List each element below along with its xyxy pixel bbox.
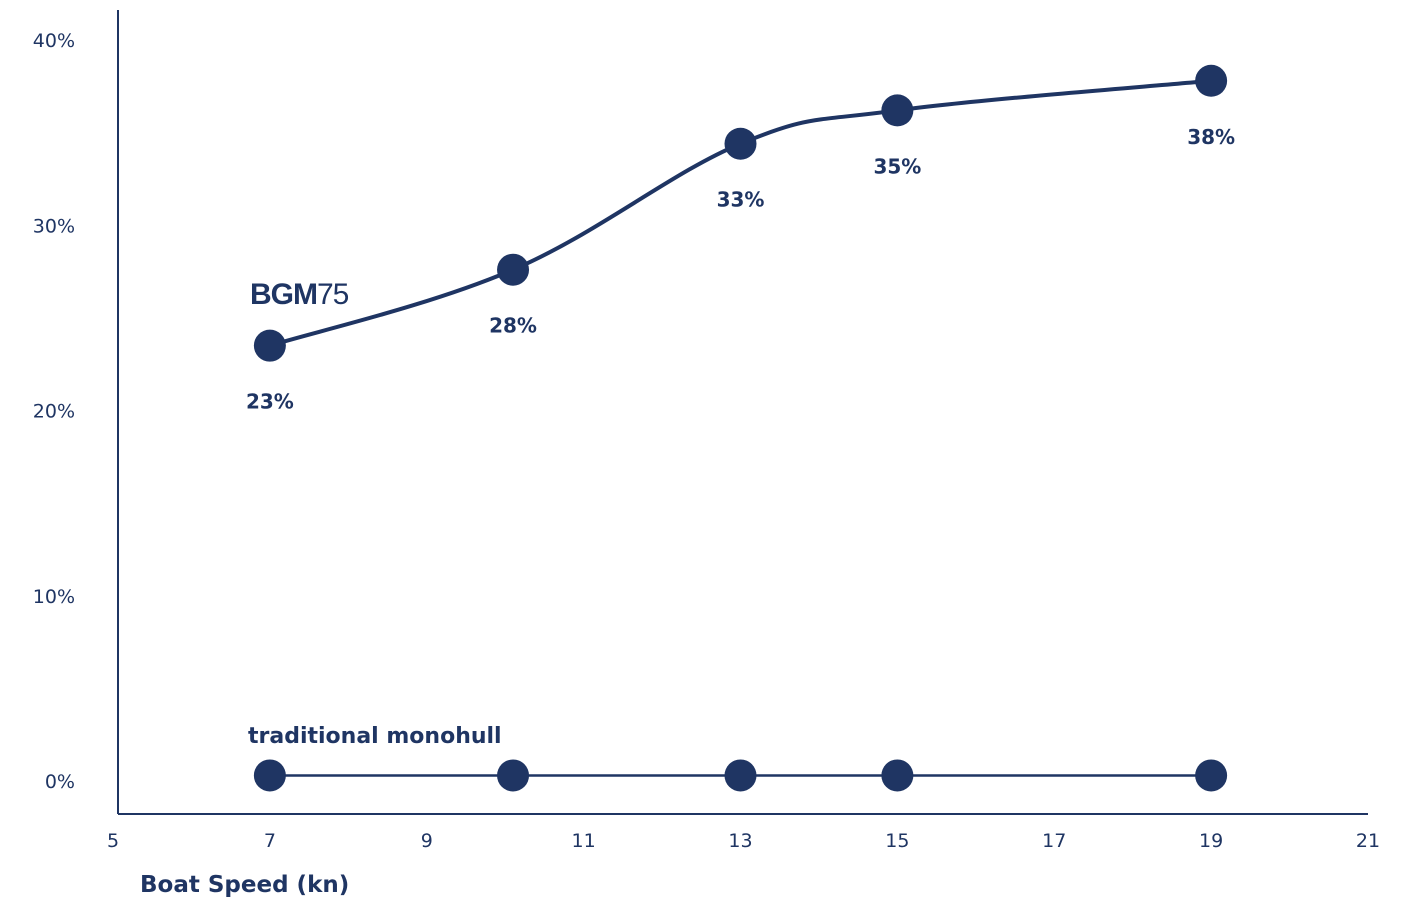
bgm75-series-points bbox=[253, 64, 1228, 362]
monohull-data-point bbox=[1195, 759, 1228, 792]
bgm75-data-point bbox=[881, 94, 914, 127]
bgm75-data-label: 38% bbox=[1187, 125, 1235, 149]
y-tick-label: 30% bbox=[33, 215, 75, 237]
bgm75-series-logo-label: BGM75 bbox=[250, 278, 349, 311]
x-tick-label: 21 bbox=[1356, 830, 1380, 852]
x-tick-label: 7 bbox=[264, 830, 276, 852]
monohull-data-point bbox=[724, 759, 757, 792]
bgm75-data-label: 23% bbox=[246, 390, 294, 414]
bgm75-data-label: 35% bbox=[873, 154, 921, 178]
bgm75-data-label: 33% bbox=[717, 188, 765, 212]
x-tick-label: 13 bbox=[728, 830, 752, 852]
bgm75-logo-bold: BGM bbox=[250, 278, 317, 311]
y-tick-label: 10% bbox=[33, 586, 75, 608]
x-axis-title: Boat Speed (kn) bbox=[140, 872, 349, 898]
y-tick-label: 0% bbox=[45, 771, 75, 793]
y-tick-label: 20% bbox=[33, 401, 75, 423]
bgm75-logo-number: 75 bbox=[317, 278, 349, 311]
x-tick-label: 5 bbox=[107, 830, 119, 852]
monohull-data-point bbox=[253, 759, 286, 792]
x-tick-label: 11 bbox=[572, 830, 596, 852]
monohull-series-label: traditional monohull bbox=[248, 724, 502, 749]
y-tick-labels: 0% 10% 20% 30% 40% bbox=[33, 30, 75, 793]
bgm75-data-label: 28% bbox=[489, 314, 537, 338]
x-tick-label: 9 bbox=[421, 830, 433, 852]
y-tick-label: 40% bbox=[33, 30, 75, 52]
x-tick-labels: 5 7 9 11 13 15 17 19 21 bbox=[107, 830, 1380, 852]
bgm75-data-point bbox=[724, 127, 757, 160]
monohull-data-point bbox=[881, 759, 914, 792]
x-tick-label: 19 bbox=[1199, 830, 1223, 852]
monohull-data-point bbox=[497, 759, 530, 792]
bgm75-data-labels: 23% 28% 33% 35% 38% bbox=[246, 125, 1235, 414]
bgm75-series-line bbox=[267, 78, 1214, 348]
bgm75-data-point bbox=[497, 253, 530, 286]
monohull-series-points bbox=[253, 759, 1228, 792]
x-tick-label: 15 bbox=[885, 830, 909, 852]
bgm75-data-point bbox=[253, 329, 286, 362]
x-tick-label: 17 bbox=[1042, 830, 1066, 852]
bgm75-data-point bbox=[1195, 64, 1228, 97]
